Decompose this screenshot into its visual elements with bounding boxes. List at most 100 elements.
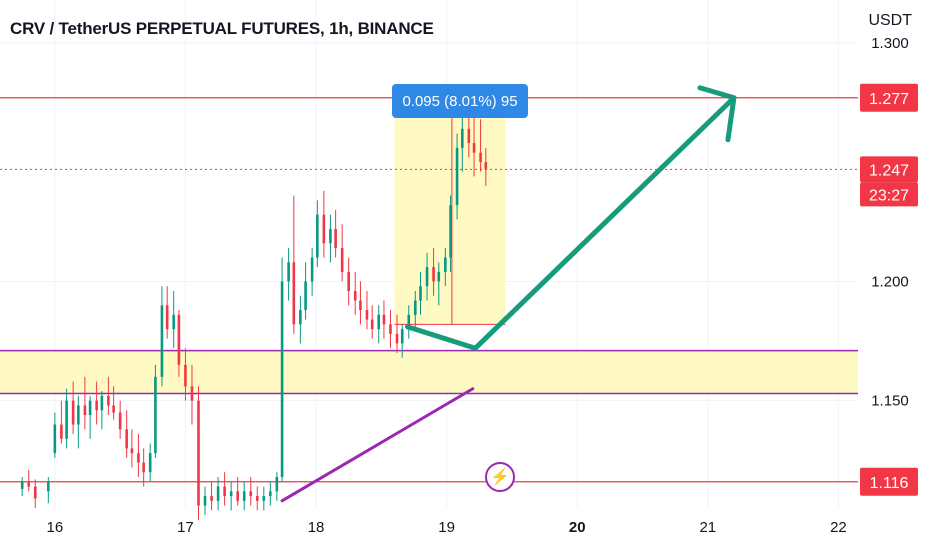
candle-body [299, 310, 302, 325]
candle-body [71, 400, 75, 425]
candle-body [287, 262, 290, 282]
lightning-icon[interactable]: ⚡ [485, 462, 515, 492]
candle-body [432, 267, 435, 282]
candle-body [370, 319, 374, 330]
candle-body [27, 481, 31, 487]
x-tick-label: 21 [699, 519, 716, 536]
candle-body [148, 453, 152, 473]
candle-body [437, 271, 441, 282]
candle-body [382, 314, 386, 325]
candle-body [142, 462, 145, 473]
candle-body [479, 152, 482, 163]
candle-body [190, 386, 194, 401]
trendline [280, 387, 475, 503]
candle-body [33, 486, 37, 499]
candle-body [125, 429, 128, 449]
candle-body [455, 147, 459, 206]
support-price-badge-label: 1.116 [870, 475, 909, 492]
candle-body [223, 486, 226, 497]
forecast-arrow [404, 95, 737, 351]
candle-body [329, 228, 332, 244]
candle-body [60, 424, 63, 439]
support-zone [0, 350, 858, 394]
x-tick-label: 19 [438, 519, 455, 536]
candle-body [347, 271, 350, 291]
chart-title: CRV / TetherUS PERPETUAL FUTURES, 1h, BI… [10, 19, 434, 38]
candle-body [165, 305, 169, 330]
candle-body [177, 314, 181, 365]
candle-body [130, 448, 134, 454]
candle-body [229, 491, 233, 497]
candle-body [53, 424, 57, 454]
candle-body [154, 376, 157, 454]
y-tick-label: 1.150 [871, 393, 909, 410]
candle-body [484, 162, 488, 170]
candle-body [203, 496, 207, 506]
candle-body [20, 481, 24, 489]
candle-body [292, 262, 296, 325]
candle-body [472, 143, 476, 153]
candle-body [100, 395, 104, 411]
current-price-badge-timer [860, 182, 918, 207]
candle-body [77, 405, 80, 425]
axes-layer: 1.300 1.200 1.150 16 17 18 19 20 21 22 1.277 1.247 2… [47, 35, 918, 536]
current-price-badge-timer-label: 23:27 [869, 187, 909, 204]
candle-body [269, 491, 272, 497]
candle-body [65, 400, 68, 439]
candle-body [275, 476, 279, 492]
candle-body [449, 205, 452, 258]
candle-body [467, 128, 471, 144]
x-tick-label: 18 [308, 519, 325, 536]
forecast-arrow-head [697, 85, 737, 143]
candle-body [353, 290, 357, 301]
candle-body [118, 412, 122, 430]
x-tick-label: 17 [177, 519, 194, 536]
x-tick-label: 20 [569, 519, 586, 536]
resistance-price-badge [860, 83, 918, 112]
candle-body [425, 267, 429, 287]
candle-body [407, 314, 411, 330]
resistance-price-badge-label: 1.277 [869, 91, 909, 108]
measure-label: 0.095 (8.01%) 95 [392, 84, 528, 118]
current-price-badge-label: 1.247 [869, 162, 909, 179]
candle-body [242, 491, 246, 501]
candle-body [172, 314, 175, 330]
candle-body [197, 400, 200, 506]
y-tick-label: 1.300 [871, 35, 909, 52]
candle-body [304, 281, 307, 311]
currency-label: USDT [868, 12, 912, 29]
candle-body [322, 214, 326, 244]
candle-body [88, 400, 92, 415]
x-tick-label: 22 [830, 519, 847, 536]
candle-body [249, 491, 253, 497]
candle-body [419, 286, 422, 301]
candle-body [107, 395, 110, 406]
support-price-badge [860, 467, 918, 496]
candle-body [377, 314, 381, 330]
overlay-layer [280, 85, 737, 503]
candle-body [216, 486, 220, 501]
candle-body [334, 228, 337, 249]
candle-body [160, 305, 164, 377]
candle-body [413, 300, 417, 315]
candle-body [280, 281, 284, 477]
candle-body [95, 400, 98, 411]
candle-body [262, 496, 266, 501]
candle-body [137, 453, 140, 463]
candle-body [395, 333, 399, 344]
candle-body [83, 405, 87, 415]
candle-body [236, 491, 239, 501]
candle-body [444, 257, 447, 272]
candle-body [461, 128, 464, 148]
candle-body [184, 364, 187, 387]
x-tick-label: 16 [47, 519, 64, 536]
candle-body [316, 214, 319, 258]
candle-body [400, 329, 404, 344]
candles-layer [20, 100, 488, 520]
candle-body [340, 248, 344, 272]
candle-body [359, 300, 362, 311]
current-price-badge [860, 156, 918, 183]
candle-body [47, 481, 50, 492]
candle-body [389, 324, 392, 334]
